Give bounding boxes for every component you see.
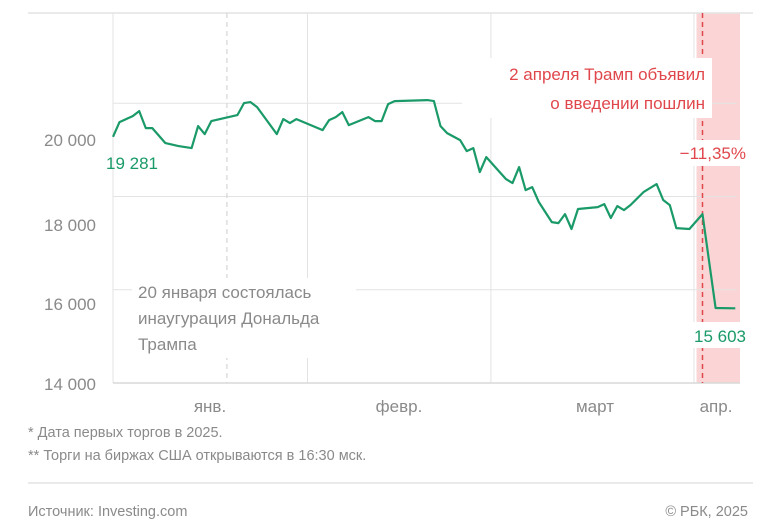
start-value-label: 19 281 (106, 154, 158, 173)
series-line (111, 99, 736, 310)
inauguration-annotation-line: Трампа (138, 335, 197, 354)
copyright-text: © РБК, 2025 (665, 504, 748, 520)
inauguration-annotation-line: инаугурация Дональда (138, 309, 320, 328)
y-tick-label: 16 000 (44, 295, 96, 314)
x-tick-label: февр. (376, 397, 423, 416)
x-tick-label: апр. (700, 397, 733, 416)
footnote: ** Торги на биржах США открываются в 16:… (28, 448, 366, 464)
tariffs-annotation-line: о введении пошлин (550, 94, 705, 113)
tariffs-annotation-line: 2 апреля Трамп объявил (509, 65, 705, 84)
change-label: −11,35% (680, 144, 746, 163)
y-axis: 14 000 16 000 18 000 20 000 (44, 131, 96, 394)
inauguration-annotation-line: 20 января состоялась (138, 283, 311, 302)
y-tick-label: 18 000 (44, 216, 96, 235)
x-tick-label: янв. (194, 397, 226, 416)
footnote: * Дата первых торгов в 2025. (28, 425, 223, 441)
x-tick-label: март (576, 397, 614, 416)
y-tick-label: 14 000 (44, 375, 96, 394)
x-axis: янв. февр. март апр. (194, 397, 733, 416)
source-text: Источник: Investing.com (28, 504, 187, 520)
end-value-label: 15 603 (694, 327, 746, 346)
y-tick-label: 20 000 (44, 131, 96, 150)
